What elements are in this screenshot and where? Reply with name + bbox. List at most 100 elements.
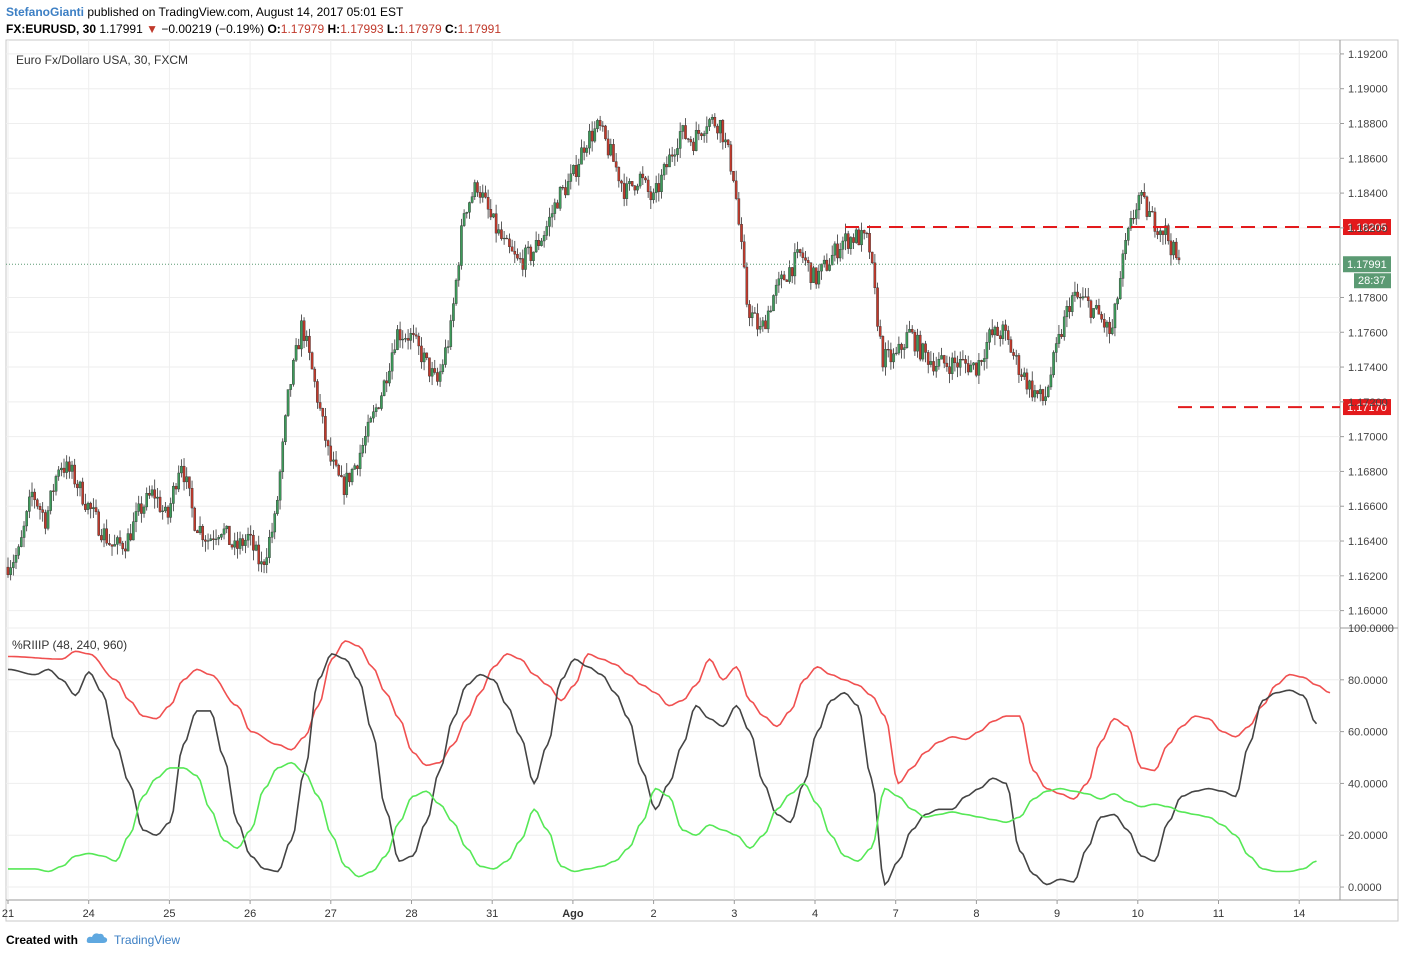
candle-body — [852, 237, 855, 243]
candle-body — [822, 259, 826, 265]
candle-body — [926, 352, 930, 365]
open-value: 1.17979 — [280, 22, 325, 36]
candle-body — [977, 360, 981, 376]
down-arrow-icon: ▼ — [146, 22, 158, 36]
countdown-label: 28:37 — [1358, 275, 1386, 287]
tradingview-link[interactable]: TradingView — [114, 932, 181, 947]
candle-body — [249, 533, 253, 536]
candle-body — [446, 346, 450, 348]
candle-body — [164, 506, 167, 512]
level-lines: 1.17991 28:37 1.18205 1.17170 — [6, 219, 1391, 416]
candle-body — [710, 117, 714, 120]
candle-body — [417, 335, 421, 347]
candle-body — [190, 488, 194, 509]
candle-body — [342, 476, 346, 495]
candle-body — [1049, 374, 1053, 388]
price-tick-label: 1.17400 — [1348, 362, 1388, 374]
candle-body — [1022, 372, 1026, 377]
candle-body — [1110, 327, 1114, 334]
candle-body — [604, 125, 607, 140]
candle-body — [961, 359, 965, 361]
candle-body — [590, 130, 594, 142]
candle-body — [102, 528, 106, 541]
candle-body — [529, 246, 533, 261]
candle-body — [924, 343, 927, 353]
candle-body — [582, 147, 586, 153]
candle-body — [452, 303, 455, 321]
candle-body — [1158, 230, 1162, 235]
price-tick-label: 1.16800 — [1348, 466, 1388, 478]
candle-body — [857, 229, 861, 246]
candle-body — [937, 358, 941, 367]
candle-body — [1089, 300, 1093, 318]
candle-body — [660, 174, 663, 193]
candle-body — [689, 139, 693, 143]
candle-body — [913, 331, 917, 352]
candle-body — [593, 128, 597, 142]
candle-body — [804, 257, 807, 261]
candle-body — [284, 415, 287, 443]
candle-body — [57, 469, 60, 477]
candle-body — [862, 230, 866, 234]
candle-body — [414, 334, 418, 337]
price-tick-label: 1.18800 — [1348, 119, 1388, 131]
candle-body — [68, 461, 71, 472]
candle-body — [681, 125, 685, 132]
author-link[interactable]: StefanoGianti — [6, 5, 85, 19]
price-tick-label: 1.19200 — [1348, 49, 1388, 61]
candle-body — [886, 349, 890, 351]
candle-body — [356, 465, 359, 469]
axes: 1.19200 1.19000 1.18800 1.18600 1.18400 1.182… — [2, 49, 1394, 920]
candle-body — [1020, 374, 1023, 377]
candle-body — [1076, 291, 1079, 298]
candle-body — [772, 295, 775, 312]
level-box — [1343, 219, 1391, 236]
candle-body — [108, 543, 111, 545]
candle-body — [492, 213, 495, 218]
candle-body — [222, 528, 226, 535]
candle-body — [38, 505, 42, 510]
candle-body — [790, 267, 794, 277]
candle-body — [668, 154, 671, 168]
indicator-tick-label: 0.0000 — [1348, 882, 1382, 894]
candle-body — [12, 562, 15, 568]
candle-body — [353, 465, 357, 470]
candle-body — [412, 333, 415, 335]
candle-body — [1105, 321, 1109, 328]
candle-body — [1054, 343, 1058, 353]
indicator-tick-label: 20.0000 — [1348, 830, 1388, 842]
candle-body — [953, 357, 957, 364]
candle-body — [780, 274, 783, 280]
candle-body — [366, 421, 370, 437]
candle-body — [985, 342, 989, 359]
candle-body — [41, 509, 44, 513]
candle-body — [228, 525, 231, 545]
candle-body — [705, 126, 709, 134]
indicator-tick-label: 60.0000 — [1348, 727, 1388, 739]
candle-body — [300, 320, 303, 350]
candle-body — [28, 496, 31, 512]
candle-body — [473, 182, 477, 197]
candle-body — [1113, 303, 1117, 329]
candle-body — [1070, 295, 1074, 312]
candle-body — [204, 539, 207, 542]
time-tick-label: 7 — [893, 908, 899, 920]
candle-body — [1124, 240, 1127, 255]
candle-body — [286, 389, 290, 416]
candle-body — [318, 402, 322, 409]
candle-body — [500, 229, 503, 239]
candle-body — [1129, 218, 1133, 229]
candle-body — [814, 267, 818, 285]
candle-body — [252, 534, 255, 551]
candle-body — [940, 355, 943, 360]
candle-body — [734, 180, 738, 199]
candle-body — [956, 362, 959, 368]
candle-body — [1148, 211, 1151, 217]
candle-body — [569, 173, 573, 182]
candle-body — [1094, 305, 1098, 309]
indicator-title: %RIIIP (48, 240, 960) — [12, 638, 127, 652]
candle-body — [854, 229, 858, 243]
candle-body — [740, 224, 743, 242]
time-tick-label: 24 — [83, 908, 95, 920]
